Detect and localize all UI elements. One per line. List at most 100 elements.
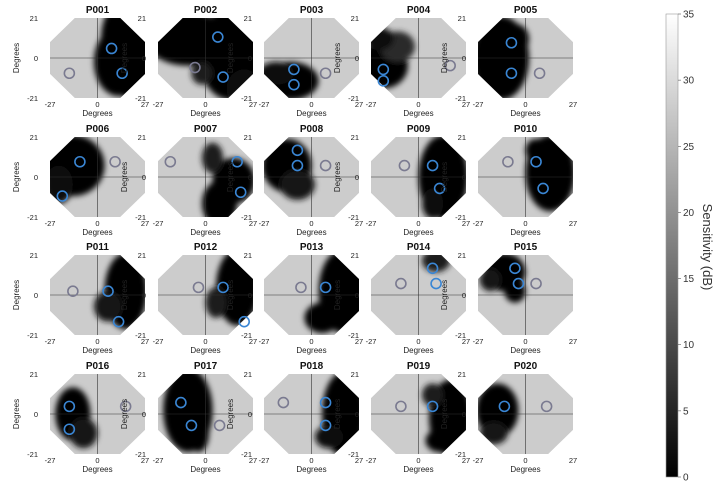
panel-p013: P013 -27 0 27 21 0 -21 Degrees Degrees [226, 242, 363, 355]
gray-circle-marker [533, 67, 546, 80]
y-tick-label: 21 [244, 133, 252, 142]
gray-circle-marker [395, 400, 407, 413]
gray-circle-marker [530, 277, 542, 290]
y-axis-label: Degrees [12, 43, 21, 73]
scotoma-layer [371, 27, 415, 89]
x-tick-label: 0 [203, 456, 207, 465]
y-axis-label: Degrees [120, 399, 129, 429]
panel-title: P011 [86, 242, 109, 253]
colorbar-tick-label: 35 [683, 10, 695, 21]
panel-title: P010 [514, 124, 538, 135]
gray-circle-marker [502, 155, 514, 168]
x-tick-label: -27 [45, 219, 56, 228]
y-axis-label: Degrees [440, 280, 449, 310]
y-tick-label: 0 [34, 54, 38, 63]
y-tick-label: 0 [142, 173, 146, 182]
gray-circle-marker [444, 59, 456, 72]
x-tick-label: 27 [141, 100, 149, 109]
x-tick-label: -27 [259, 219, 270, 228]
x-axis-label: Degrees [190, 109, 220, 118]
y-axis-label: Degrees [440, 399, 449, 429]
x-tick-label: -27 [473, 100, 484, 109]
x-tick-label: 27 [569, 219, 577, 228]
y-tick-label: 0 [355, 54, 359, 63]
y-tick-label: 21 [30, 370, 38, 379]
y-tick-label: 21 [458, 14, 466, 23]
gray-circle-marker [192, 281, 205, 294]
y-tick-label: -21 [348, 450, 359, 459]
y-axis-label: Degrees [333, 43, 342, 73]
panel-title: P020 [514, 361, 538, 372]
panel-title: P004 [407, 5, 431, 16]
x-tick-label: 0 [95, 100, 99, 109]
x-tick-label: 0 [95, 337, 99, 346]
y-tick-label: 0 [462, 173, 466, 182]
x-tick-label: 0 [203, 100, 207, 109]
gray-circle-marker [213, 419, 226, 432]
gray-circle-marker [109, 155, 121, 168]
scotoma-region [479, 268, 501, 292]
y-tick-label: 0 [462, 54, 466, 63]
y-tick-label: -21 [27, 450, 38, 459]
blue-circle-marker [319, 281, 332, 294]
scotoma-region [504, 279, 526, 303]
x-tick-label: -27 [45, 337, 56, 346]
blue-circle-marker [288, 63, 300, 76]
x-tick-label: -27 [259, 456, 270, 465]
y-tick-label: -21 [27, 331, 38, 340]
x-axis-label: Degrees [82, 228, 112, 237]
y-tick-label: 21 [138, 14, 146, 23]
x-tick-label: -27 [473, 456, 484, 465]
x-tick-label: 27 [141, 219, 149, 228]
panel-p015: P015 -27 0 27 21 0 -21 Degrees Degrees [440, 242, 577, 355]
x-axis-label: Degrees [510, 228, 540, 237]
x-tick-label: 27 [355, 219, 363, 228]
y-axis-label: Degrees [12, 280, 21, 310]
x-tick-label: -27 [153, 100, 164, 109]
scotoma-region [201, 142, 224, 174]
x-tick-label: 27 [141, 456, 149, 465]
x-axis-label: Degrees [190, 346, 220, 355]
panel-title: P006 [86, 124, 110, 135]
panel-p003: P003 -27 0 27 21 0 -21 Degrees Degrees [226, 5, 363, 118]
blue-circle-marker [185, 419, 198, 432]
blue-circle-marker [426, 262, 439, 275]
y-axis-label: Degrees [226, 399, 235, 429]
panel-title: P008 [300, 124, 324, 135]
y-tick-label: -21 [348, 94, 359, 103]
x-tick-label: 27 [569, 100, 577, 109]
blue-circle-marker [509, 262, 521, 275]
blue-circle-marker [234, 186, 247, 199]
blue-circle-marker [433, 182, 446, 195]
sensitivity-map [478, 137, 573, 217]
panel-title: P014 [407, 242, 431, 253]
x-axis-label: Degrees [403, 465, 433, 474]
y-axis-label: Degrees [120, 43, 129, 73]
blue-circle-marker [537, 182, 549, 195]
x-axis-label: Degrees [82, 465, 112, 474]
x-tick-label: -27 [45, 456, 56, 465]
y-tick-label: 21 [351, 370, 359, 379]
scotoma-region [371, 27, 394, 51]
y-tick-label: -21 [27, 94, 38, 103]
y-tick-label: 0 [34, 173, 38, 182]
y-axis-label: Degrees [226, 280, 235, 310]
scotoma-region [315, 425, 344, 449]
x-axis-label: Degrees [296, 228, 326, 237]
blue-circle-marker [512, 277, 525, 290]
blue-circle-marker [430, 277, 442, 290]
scotoma-layer [163, 374, 213, 453]
scotoma-region [422, 383, 444, 407]
x-axis-label: Degrees [510, 346, 540, 355]
x-tick-label: -27 [45, 100, 56, 109]
x-tick-label: -27 [366, 337, 377, 346]
scotoma-layer [525, 137, 573, 212]
x-tick-label: 0 [309, 456, 313, 465]
colorbar-ticks: 0 5 10 15 20 25 30 35 [678, 10, 695, 484]
x-tick-label: 0 [523, 219, 527, 228]
y-axis-label: Degrees [120, 280, 129, 310]
y-tick-label: 21 [458, 370, 466, 379]
y-tick-label: 0 [462, 291, 466, 300]
sensitivity-map [264, 255, 359, 335]
